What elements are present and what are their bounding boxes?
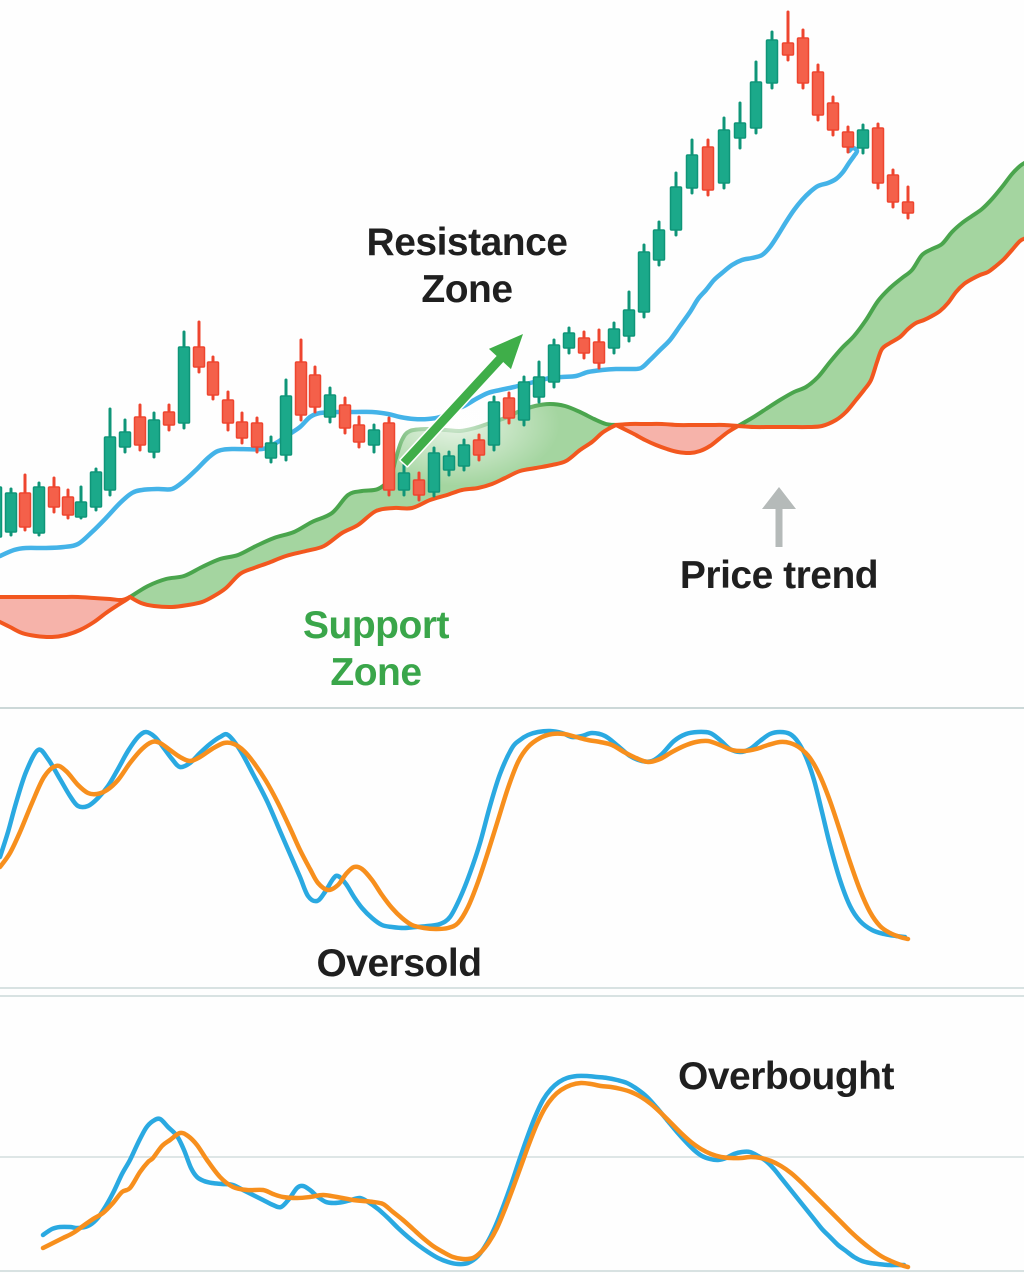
stochastic-upper-lines: [0, 728, 911, 942]
resistance-zone-line1: Resistance: [366, 221, 568, 264]
price-trend-label: Price trend: [679, 554, 879, 597]
panel-separators: [0, 707, 1024, 1272]
candlestick-series: [0, 10, 915, 538]
support-zone-label: Support Zone: [303, 602, 449, 696]
oversold-label: Oversold: [316, 942, 482, 985]
resistance-zone-label: Resistance Zone: [367, 219, 568, 313]
stochastic-lower-lines: [40, 1073, 911, 1270]
trend-up-green-arrow: [399, 332, 525, 468]
support-zone-line2: Zone: [330, 651, 422, 694]
resistance-zone-line2: Zone: [421, 268, 513, 311]
support-zone-line1: Support: [303, 604, 449, 647]
overbought-label: Overbought: [678, 1055, 895, 1098]
price-trend-gray-arrow: [760, 485, 798, 549]
